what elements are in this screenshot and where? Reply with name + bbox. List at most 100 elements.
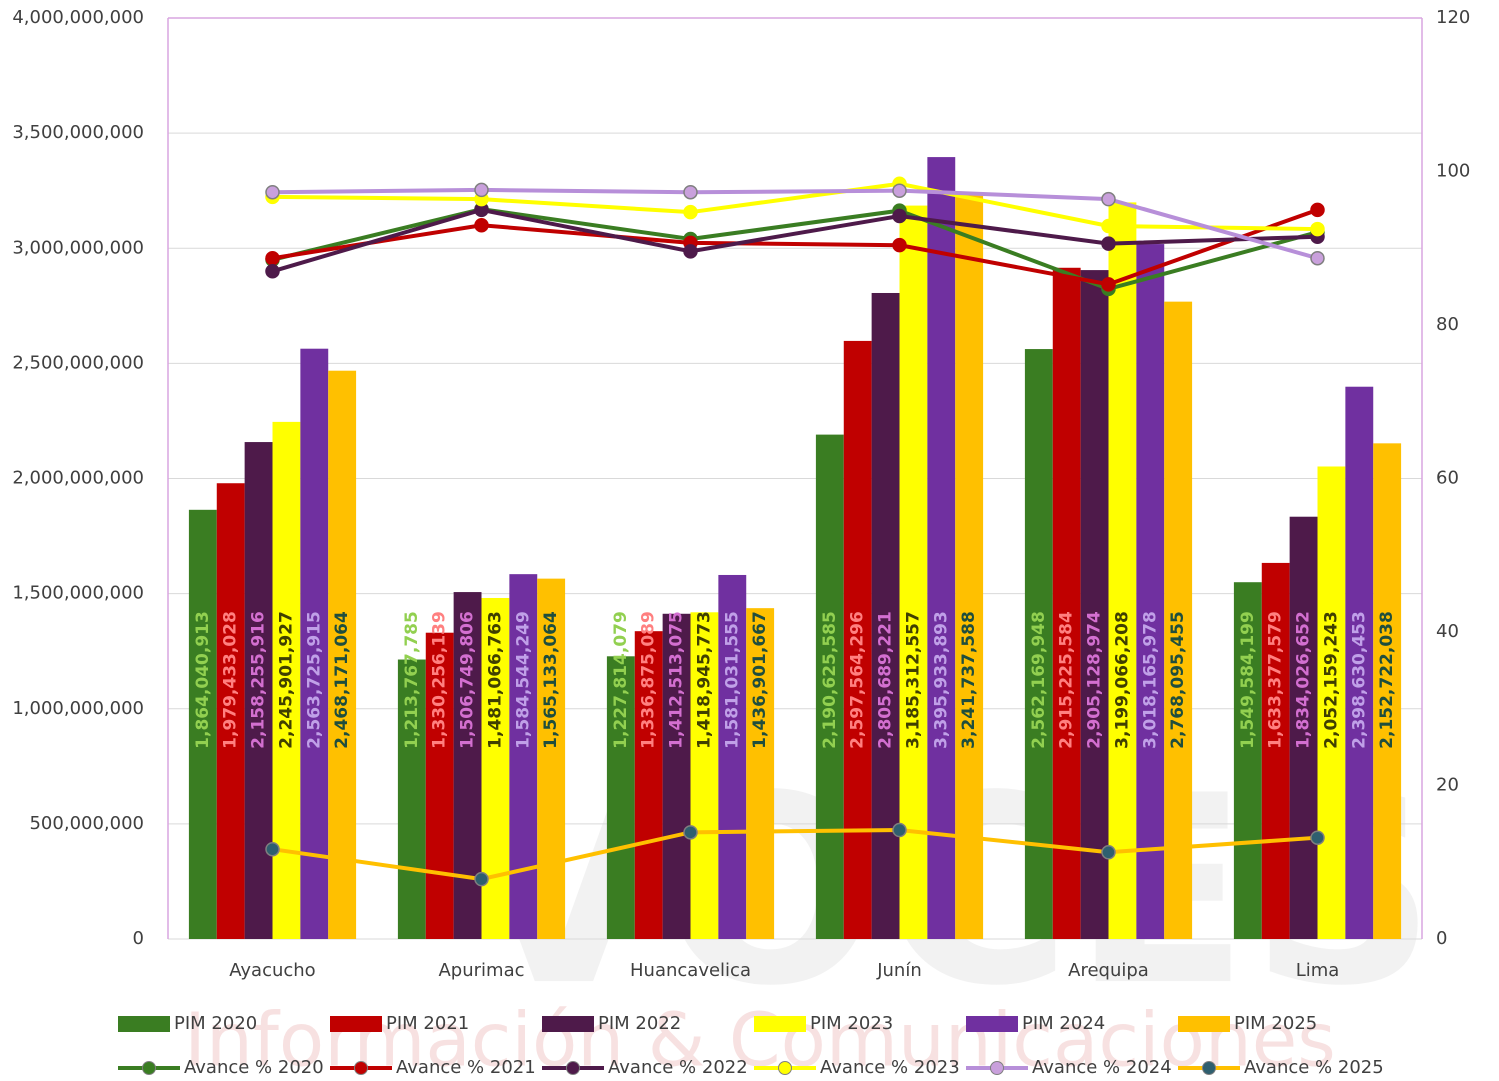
legend-label: Avance % 2025 xyxy=(1244,1057,1384,1078)
bar xyxy=(927,157,956,939)
x-tick-label: Junín xyxy=(876,960,922,981)
data-label: 2,768,095,455 xyxy=(1168,611,1188,749)
bar xyxy=(1052,267,1081,940)
data-label: 3,018,165,978 xyxy=(1140,611,1160,749)
line-marker xyxy=(1101,277,1116,292)
bar xyxy=(397,659,426,939)
legend-swatch xyxy=(142,1061,156,1075)
y-tick-label: 1,500,000,000 xyxy=(12,583,144,604)
data-label: 3,395,933,893 xyxy=(931,611,951,749)
y-tick-label: 4,000,000,000 xyxy=(12,7,144,28)
line-marker xyxy=(1310,830,1325,845)
line-marker xyxy=(892,208,907,224)
legend-label: Avance % 2024 xyxy=(1032,1057,1172,1078)
legend-label: PIM 2020 xyxy=(174,1013,257,1034)
bar xyxy=(1233,582,1262,939)
legend-swatch xyxy=(1178,1016,1230,1032)
legend-swatch xyxy=(118,1016,170,1032)
line xyxy=(272,187,1319,261)
legend-swatch xyxy=(542,1016,594,1032)
bar xyxy=(718,574,747,939)
bar xyxy=(244,442,273,939)
data-label: 1,412,513,075 xyxy=(667,611,687,749)
bar xyxy=(328,370,357,939)
data-label: 1,584,544,249 xyxy=(513,611,533,749)
bar xyxy=(634,631,663,939)
data-label: 1,506,749,806 xyxy=(458,611,478,749)
legend-swatch xyxy=(354,1061,368,1075)
bar xyxy=(662,613,691,939)
data-label: 2,905,128,974 xyxy=(1085,611,1105,749)
line-marker xyxy=(1310,221,1325,237)
data-label: 1,979,433,028 xyxy=(221,611,241,749)
bar xyxy=(843,340,872,939)
line-marker xyxy=(265,264,280,279)
bar xyxy=(188,509,217,939)
x-tick-label: Ayacucho xyxy=(229,960,315,981)
data-label: 1,330,256,139 xyxy=(430,611,450,749)
line-marker xyxy=(683,204,698,220)
legend-label: Avance % 2020 xyxy=(184,1057,324,1078)
y-tick-label: 2,500,000,000 xyxy=(12,352,144,373)
legend-swatch xyxy=(1202,1061,1216,1075)
bar xyxy=(746,608,775,939)
data-label: 1,633,377,579 xyxy=(1266,611,1286,749)
y-tick-label: 1,000,000,000 xyxy=(12,698,144,719)
x-tick-label: Arequipa xyxy=(1068,960,1149,981)
bar xyxy=(537,578,566,939)
data-label: 2,597,564,296 xyxy=(848,611,868,749)
data-label: 2,245,901,927 xyxy=(276,611,296,749)
data-label: 1,213,767,785 xyxy=(402,611,422,749)
data-label: 1,418,945,773 xyxy=(694,611,714,749)
data-label: 1,481,066,763 xyxy=(485,611,505,749)
y-tick-label: 3,000,000,000 xyxy=(12,237,144,258)
bar xyxy=(1164,301,1193,940)
data-label: 2,915,225,584 xyxy=(1057,611,1077,749)
y2-tick-label: 80 xyxy=(1436,314,1459,335)
bar xyxy=(509,574,538,939)
bar xyxy=(606,656,635,939)
legend-swatch xyxy=(966,1016,1018,1032)
data-label: 1,336,875,089 xyxy=(639,611,659,749)
data-label: 3,185,312,557 xyxy=(903,611,923,749)
bar xyxy=(1108,202,1137,939)
bar xyxy=(815,434,844,939)
legend-swatch xyxy=(778,1061,792,1075)
legend-swatch xyxy=(566,1061,580,1075)
data-label: 2,158,255,916 xyxy=(249,611,269,749)
bar xyxy=(1024,349,1053,939)
line xyxy=(272,828,1318,882)
line-marker xyxy=(1101,218,1116,234)
data-label: 3,241,737,588 xyxy=(959,611,979,749)
bar xyxy=(690,612,719,939)
legend-label: Avance % 2023 xyxy=(820,1057,960,1078)
line xyxy=(272,207,1319,292)
data-label: 2,398,630,453 xyxy=(1349,611,1369,749)
y2-tick-label: 120 xyxy=(1436,7,1470,28)
data-label: 1,227,814,079 xyxy=(611,611,631,749)
y-tick-label: 500,000,000 xyxy=(29,813,144,834)
bar xyxy=(1289,516,1318,939)
bar xyxy=(1261,562,1290,939)
line-marker xyxy=(892,822,907,838)
line-marker xyxy=(474,871,489,887)
bar xyxy=(1317,466,1346,939)
y2-tick-label: 100 xyxy=(1436,161,1470,182)
legend-swatch xyxy=(754,1016,806,1032)
line-marker xyxy=(1101,236,1116,251)
line xyxy=(272,181,1318,232)
bar xyxy=(216,483,245,939)
line-marker xyxy=(474,182,489,198)
legend-label: Avance % 2022 xyxy=(608,1057,748,1078)
y2-tick-label: 20 xyxy=(1436,775,1459,796)
line-marker xyxy=(683,244,698,259)
bar xyxy=(1080,270,1109,939)
bar xyxy=(1345,386,1374,939)
x-tick-label: Lima xyxy=(1296,960,1340,981)
y2-tick-label: 0 xyxy=(1436,928,1447,949)
data-label: 1,834,026,652 xyxy=(1294,611,1314,749)
bar xyxy=(300,348,329,939)
y2-tick-label: 40 xyxy=(1436,621,1459,642)
line-marker xyxy=(1310,202,1325,218)
